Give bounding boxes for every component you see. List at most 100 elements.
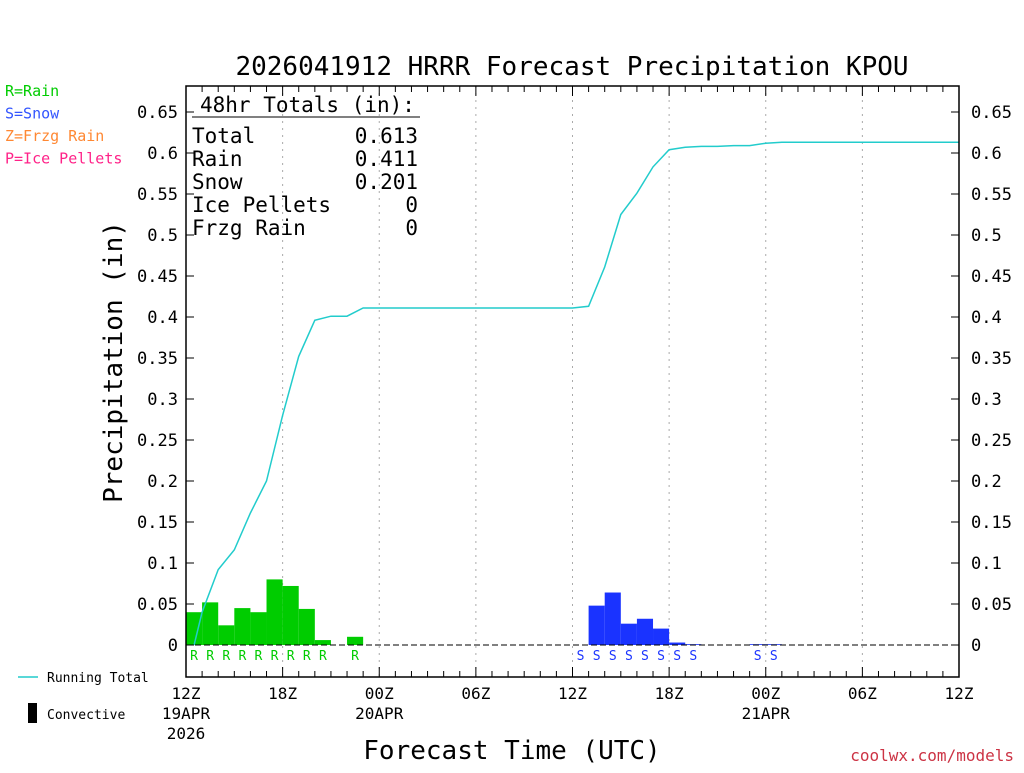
totals-value-snow: 0.201	[355, 170, 418, 194]
y-tick-label-left: 0.15	[137, 513, 178, 533]
y-tick-label-right: 0	[971, 636, 981, 656]
y-tick-label-right: 0.4	[971, 308, 1002, 328]
ptype-marker-S: S	[770, 649, 778, 664]
y-tick-label-left: 0.05	[137, 595, 178, 615]
ptype-legend-entry: R=Rain	[5, 82, 59, 100]
x-tick-label: 2026	[167, 724, 206, 743]
x-tick-label: 12Z	[945, 684, 974, 703]
y-tick-label-left: 0.2	[147, 472, 178, 492]
precip-bar-snow	[620, 623, 637, 645]
ptype-marker-R: R	[303, 649, 311, 664]
y-tick-label-left: 0	[168, 636, 178, 656]
totals-label-total: Total	[192, 124, 255, 148]
precip-bars	[186, 579, 959, 646]
totals-value-frzg-rain: 0	[405, 216, 418, 240]
ptype-marker-R: R	[190, 649, 198, 664]
x-tick-label: 06Z	[461, 684, 490, 703]
y-tick-label-right: 0.1	[971, 554, 1002, 574]
x-tick-label: 06Z	[848, 684, 877, 703]
precip-bar-rain	[250, 612, 267, 645]
precip-bar-rain	[298, 608, 315, 645]
precip-bar-rain	[218, 625, 235, 645]
ptype-legend-entry: S=Snow	[5, 105, 60, 123]
totals-value-rain: 0.411	[355, 147, 418, 171]
totals-value-ice-pellets: 0	[405, 193, 418, 217]
y-axis-ticks: 0 00.05 0.050.1 0.10.15 0.150.2 0.20.25 0.250.…	[137, 103, 1012, 656]
y-tick-label-right: 0.45	[971, 267, 1012, 287]
y-tick-label-left: 0.3	[147, 390, 178, 410]
ptype-marker-R: R	[206, 649, 214, 664]
y-axis-label: Precipitation (in)	[99, 221, 129, 503]
y-tick-label-right: 0.25	[971, 431, 1012, 451]
ptype-marker-R: R	[351, 649, 359, 664]
ptype-marker-S: S	[593, 649, 601, 664]
precip-bar-snow	[653, 628, 670, 645]
ptype-marker-S: S	[577, 649, 585, 664]
ptype-marker-R: R	[287, 649, 295, 664]
y-tick-label-left: 0.45	[137, 267, 178, 287]
ptype-marker-R: R	[319, 649, 327, 664]
y-tick-label-right: 0.6	[971, 144, 1002, 164]
x-tick-label: 21APR	[742, 704, 791, 723]
chart-title: 2026041912 HRRR Forecast Precipitation K…	[235, 52, 908, 82]
y-tick-label-right: 0.05	[971, 595, 1012, 615]
running-total-line	[193, 141, 959, 646]
x-tick-label: 12Z	[558, 684, 587, 703]
y-tick-label-right: 0.5	[971, 226, 1002, 246]
precip-bar-rain	[234, 608, 251, 645]
x-tick-label: 20APR	[355, 704, 404, 723]
legends: R=Rain S=Snow Z=Frzg Rain P=Ice Pellets Runn…	[5, 82, 149, 723]
y-tick-label-left: 0.55	[137, 185, 178, 205]
ptype-marker-R: R	[222, 649, 230, 664]
precip-bar-rain	[314, 640, 331, 645]
precip-bar-snow	[636, 618, 654, 645]
x-tick-label: 00Z	[751, 684, 780, 703]
x-tick-label: 19APR	[162, 704, 211, 723]
x-tick-label: 12Z	[172, 684, 201, 703]
convective-legend-label: Convective	[47, 708, 125, 723]
y-tick-label-left: 0.1	[147, 554, 178, 574]
ptype-marker-S: S	[641, 649, 649, 664]
y-tick-label-left: 0.65	[137, 103, 178, 123]
ptype-marker-S: S	[609, 649, 617, 664]
x-tick-label: 18Z	[268, 684, 297, 703]
totals-label-snow: Snow	[192, 170, 243, 194]
y-tick-label-right: 0.15	[971, 513, 1012, 533]
y-tick-label-right: 0.3	[971, 390, 1002, 410]
precip-bar-rain	[266, 579, 283, 645]
y-tick-label-right: 0.35	[971, 349, 1012, 369]
y-tick-label-right: 0.2	[971, 472, 1002, 492]
totals-header: 48hr Totals (in):	[200, 93, 415, 117]
ptype-legend-entry: P=Ice Pellets	[5, 150, 122, 168]
credit-text: coolwx.com/models	[850, 746, 1014, 765]
ptype-legend-entry: Z=Frzg Rain	[5, 127, 104, 145]
totals-box: 48hr Totals (in): Total 0.613 Rain 0.411…	[192, 93, 420, 240]
ptype-marker-R: R	[271, 649, 279, 664]
precip-bar-snow	[604, 592, 621, 645]
precip-bar-rain	[186, 612, 203, 645]
precip-bar-snow	[669, 642, 686, 645]
running-total-layer	[193, 141, 959, 646]
y-tick-label-right: 0.65	[971, 103, 1012, 123]
ptype-marker-R: R	[255, 649, 263, 664]
x-tick-label: 00Z	[365, 684, 394, 703]
grid-lines	[282, 86, 863, 677]
y-tick-label-left: 0.25	[137, 431, 178, 451]
precip-bar-rain	[282, 585, 299, 645]
totals-value-total: 0.613	[355, 124, 418, 148]
convective-legend-swatch	[28, 703, 37, 723]
x-tick-label: 18Z	[655, 684, 684, 703]
ptype-marker-S: S	[754, 649, 762, 664]
totals-label-rain: Rain	[192, 147, 243, 171]
precip-bar-rain	[347, 636, 364, 645]
precip-bar-rain	[202, 602, 219, 645]
totals-label-frzg-rain: Frzg Rain	[192, 216, 306, 240]
ptype-marker-S: S	[625, 649, 633, 664]
ptype-marker-R: R	[238, 649, 246, 664]
ptype-marker-S: S	[657, 649, 665, 664]
ptype-marker-S: S	[689, 649, 697, 664]
x-axis-label: Forecast Time (UTC)	[363, 736, 660, 766]
